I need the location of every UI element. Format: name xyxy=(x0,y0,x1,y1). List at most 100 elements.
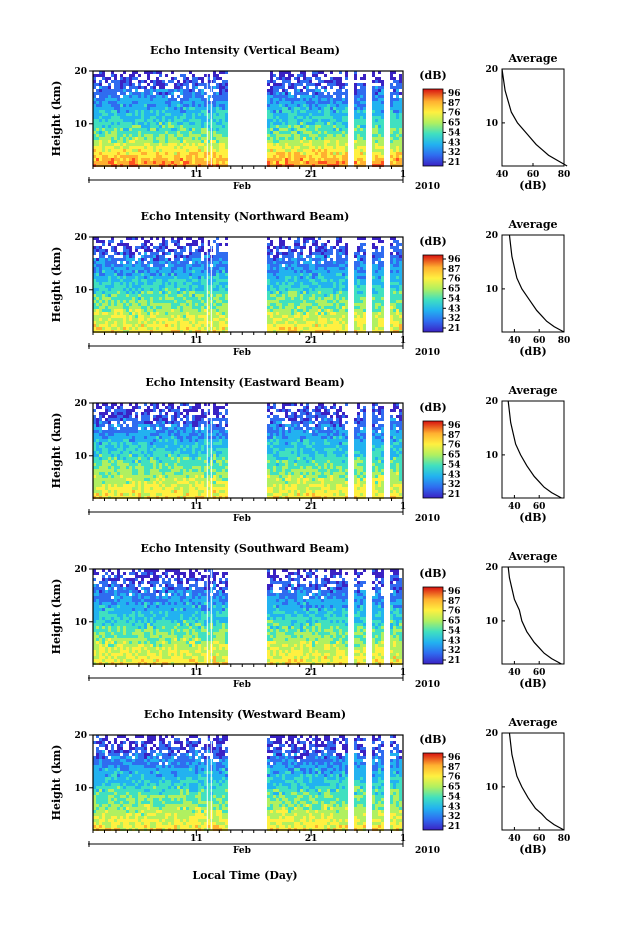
heatmap-cell xyxy=(342,86,345,89)
heatmap-cell xyxy=(108,86,111,89)
heatmap-cell xyxy=(96,92,99,95)
heatmap-cell xyxy=(165,161,168,164)
heatmap-cell xyxy=(183,77,186,80)
heatmap-cell xyxy=(270,155,273,158)
heatmap-cell xyxy=(270,288,273,291)
heatmap-cell xyxy=(162,95,165,98)
heatmap-cell xyxy=(306,131,309,134)
heatmap-cell xyxy=(153,149,156,152)
heatmap-cell xyxy=(183,149,186,152)
heatmap-cell xyxy=(219,279,222,282)
heatmap-cell xyxy=(273,113,276,116)
heatmap-cell xyxy=(396,312,399,315)
heatmap-cell xyxy=(96,89,99,92)
heatmap-cell xyxy=(324,110,327,113)
heatmap-cell xyxy=(333,288,336,291)
heatmap-cell xyxy=(159,288,162,291)
heatmap-cell xyxy=(192,113,195,116)
heatmap-cell xyxy=(285,92,288,95)
heatmap-cell xyxy=(336,134,339,137)
heatmap-cell xyxy=(309,297,312,300)
heatmap-cell xyxy=(222,294,225,297)
heatmap-cell xyxy=(327,101,330,104)
heatmap-cell xyxy=(195,255,198,258)
heatmap-cell xyxy=(195,77,198,80)
heatmap-cell xyxy=(309,288,312,291)
heatmap-cell xyxy=(294,285,297,288)
heatmap-cell xyxy=(117,86,120,89)
heatmap-cell xyxy=(282,258,285,261)
heatmap-cell xyxy=(315,312,318,315)
heatmap-cell xyxy=(276,261,279,264)
heatmap-cell xyxy=(204,306,207,309)
heatmap-cell xyxy=(168,297,171,300)
heatmap-cell xyxy=(363,261,366,264)
heatmap-cell xyxy=(300,303,303,306)
heatmap-cell xyxy=(168,113,171,116)
heatmap-cell xyxy=(165,155,168,158)
heatmap-cell xyxy=(354,146,357,149)
heatmap-cell xyxy=(333,312,336,315)
heatmap-cell xyxy=(216,321,219,324)
heatmap-cell xyxy=(192,86,195,89)
heatmap-cell xyxy=(183,104,186,107)
heatmap-cell xyxy=(186,125,189,128)
heatmap-cell xyxy=(96,122,99,125)
heatmap-cell xyxy=(363,128,366,131)
heatmap-cell xyxy=(267,252,270,255)
heatmap-cell xyxy=(354,74,357,77)
heatmap-cell xyxy=(177,267,180,270)
heatmap-cell xyxy=(111,255,114,258)
heatmap-cell xyxy=(96,110,99,113)
heatmap-cell xyxy=(336,149,339,152)
heatmap-cell xyxy=(357,110,360,113)
heatmap-cell xyxy=(288,104,291,107)
heatmap-cell xyxy=(141,80,144,83)
heatmap-cell xyxy=(306,110,309,113)
heatmap-cell xyxy=(306,297,309,300)
heatmap-cell xyxy=(153,143,156,146)
heatmap-cell xyxy=(354,282,357,285)
heatmap-cell xyxy=(285,161,288,164)
heatmap-cell xyxy=(372,146,375,149)
heatmap-cell xyxy=(108,261,111,264)
heatmap-cell xyxy=(216,318,219,321)
heatmap-cell xyxy=(309,95,312,98)
heatmap-cell xyxy=(195,158,198,161)
heatmap-cell xyxy=(303,258,306,261)
heatmap-cell xyxy=(198,155,201,158)
heatmap-cell xyxy=(204,152,207,155)
heatmap-cell xyxy=(324,246,327,249)
heatmap-cell xyxy=(141,128,144,131)
heatmap-cell xyxy=(393,125,396,128)
heatmap-cell xyxy=(396,140,399,143)
heatmap-cell xyxy=(147,134,150,137)
heatmap-cell xyxy=(189,276,192,279)
heatmap-cell xyxy=(126,149,129,152)
heatmap-cell xyxy=(99,86,102,89)
heatmap-cell xyxy=(129,77,132,80)
heatmap-cell xyxy=(363,282,366,285)
heatmap-cell xyxy=(96,294,99,297)
heatmap-cell xyxy=(144,92,147,95)
heatmap-cell xyxy=(357,288,360,291)
heatmap-cell xyxy=(300,146,303,149)
heatmap-cell xyxy=(279,297,282,300)
heatmap-cell xyxy=(120,324,123,327)
heatmap-cell xyxy=(327,273,330,276)
heatmap-cell xyxy=(378,306,381,309)
heatmap-cell xyxy=(363,306,366,309)
heatmap-cell xyxy=(102,279,105,282)
heatmap-cell xyxy=(273,279,276,282)
heatmap-cell xyxy=(339,146,342,149)
heatmap-cell xyxy=(303,110,306,113)
heatmap-cell xyxy=(192,285,195,288)
heatmap-cell xyxy=(399,119,402,122)
heatmap-cell xyxy=(144,324,147,327)
heatmap-cell xyxy=(381,267,384,270)
heatmap-cell xyxy=(102,119,105,122)
heatmap-cell xyxy=(315,327,318,330)
heatmap-cell xyxy=(204,140,207,143)
heatmap-cell xyxy=(381,113,384,116)
heatmap-cell xyxy=(354,324,357,327)
